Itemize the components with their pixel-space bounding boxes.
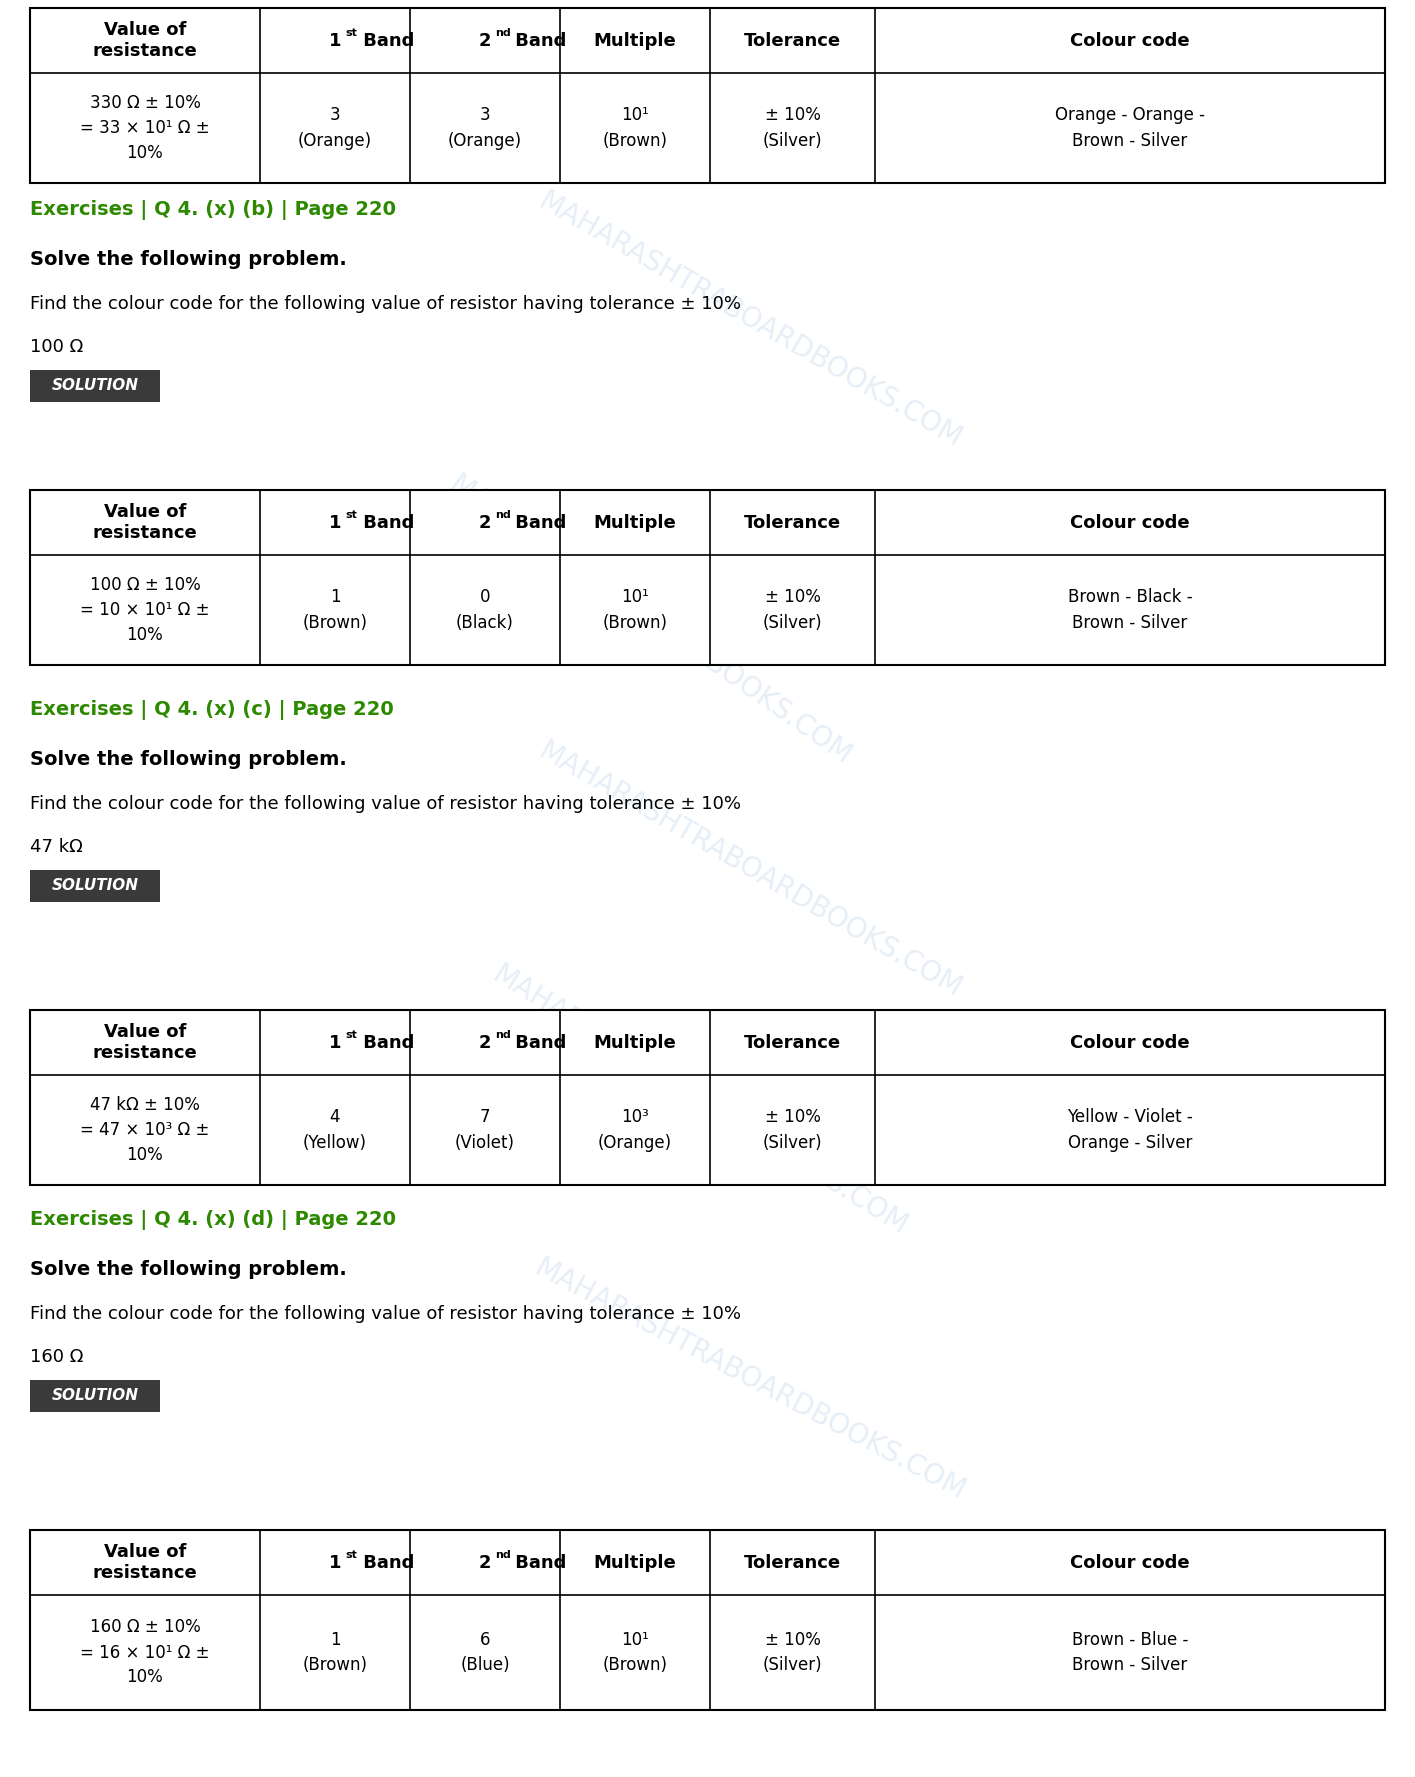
Text: 7
(Violet): 7 (Violet) [456,1109,515,1151]
Text: 1: 1 [328,1034,341,1052]
Bar [30,9,1385,183]
Text: Find the colour code for the following value of resistor having tolerance ± 10%: Find the colour code for the following v… [30,295,741,313]
Text: st: st [345,1551,357,1560]
Text: Multiple: Multiple [594,32,676,50]
Text: Colour code: Colour code [1070,32,1190,50]
Text: nd: nd [495,510,511,521]
Text: Band: Band [509,514,566,531]
Text: Find the colour code for the following value of resistor having tolerance ± 10%: Find the colour code for the following v… [30,794,741,814]
Bar [30,1530,1385,1709]
Text: Colour code: Colour code [1070,514,1190,531]
Text: ± 10%
(Silver): ± 10% (Silver) [763,588,822,631]
Text: st: st [345,1031,357,1041]
Text: Orange - Orange -
Brown - Silver: Orange - Orange - Brown - Silver [1056,107,1206,149]
Text: Value of
resistance: Value of resistance [92,1542,197,1582]
Text: Tolerance: Tolerance [744,1553,841,1571]
Text: SOLUTION: SOLUTION [51,379,139,393]
Text: Band: Band [509,1553,566,1571]
Text: st: st [345,510,357,521]
Bar [30,370,160,402]
Text: 1: 1 [328,1553,341,1571]
Text: 2: 2 [478,32,491,50]
Text: 1: 1 [328,32,341,50]
Text: ± 10%
(Silver): ± 10% (Silver) [763,1631,822,1674]
Text: Find the colour code for the following value of resistor having tolerance ± 10%: Find the colour code for the following v… [30,1304,741,1324]
Text: nd: nd [495,1031,511,1041]
Text: Tolerance: Tolerance [744,514,841,531]
Text: 1
(Brown): 1 (Brown) [303,588,368,631]
Text: nd: nd [495,1551,511,1560]
Text: 1: 1 [328,514,341,531]
Text: Multiple: Multiple [594,514,676,531]
Text: 6
(Blue): 6 (Blue) [460,1631,509,1674]
Text: 3
(Orange): 3 (Orange) [449,107,522,149]
Text: 10¹
(Brown): 10¹ (Brown) [603,107,668,149]
Bar [30,490,1385,665]
Text: Band: Band [509,1034,566,1052]
Text: 10¹
(Brown): 10¹ (Brown) [603,588,668,631]
Text: Solve the following problem.: Solve the following problem. [30,251,347,268]
Text: st: st [345,28,357,39]
Text: 160 Ω: 160 Ω [30,1349,83,1367]
Text: 100 Ω ± 10%
= 10 × 10¹ Ω ±
10%: 100 Ω ± 10% = 10 × 10¹ Ω ± 10% [81,576,209,643]
Text: 2: 2 [478,1034,491,1052]
Text: ± 10%
(Silver): ± 10% (Silver) [763,1109,822,1151]
Text: 10¹
(Brown): 10¹ (Brown) [603,1631,668,1674]
Text: 10³
(Orange): 10³ (Orange) [599,1109,672,1151]
Text: SOLUTION: SOLUTION [51,878,139,894]
Text: 47 kΩ: 47 kΩ [30,839,82,857]
Text: 4
(Yellow): 4 (Yellow) [303,1109,366,1151]
Text: 3
(Orange): 3 (Orange) [299,107,372,149]
Bar [30,871,160,903]
Text: Band: Band [509,32,566,50]
Bar [30,1009,1385,1185]
Text: 330 Ω ± 10%
= 33 × 10¹ Ω ±
10%: 330 Ω ± 10% = 33 × 10¹ Ω ± 10% [81,94,209,162]
Text: 1
(Brown): 1 (Brown) [303,1631,368,1674]
Text: nd: nd [495,28,511,39]
Text: 0
(Black): 0 (Black) [456,588,514,631]
Text: ± 10%
(Silver): ± 10% (Silver) [763,107,822,149]
Text: MAHARASHTRABOARDBOOKS.COM: MAHARASHTRABOARDBOOKS.COM [444,469,856,769]
Text: MAHARASHTRABOARDBOOKS.COM: MAHARASHTRABOARDBOOKS.COM [529,1255,971,1505]
Text: Exercises | Q 4. (x) (d) | Page 220: Exercises | Q 4. (x) (d) | Page 220 [30,1210,396,1230]
Text: Brown - Blue -
Brown - Silver: Brown - Blue - Brown - Silver [1071,1631,1189,1674]
Text: 2: 2 [478,1553,491,1571]
Bar [30,1381,160,1413]
Text: 47 kΩ ± 10%
= 47 × 10³ Ω ±
10%: 47 kΩ ± 10% = 47 × 10³ Ω ± 10% [81,1096,209,1164]
Text: Value of
resistance: Value of resistance [92,1024,197,1063]
Text: 100 Ω: 100 Ω [30,338,83,355]
Text: Tolerance: Tolerance [744,1034,841,1052]
Text: Brown - Black -
Brown - Silver: Brown - Black - Brown - Silver [1068,588,1193,631]
Text: Solve the following problem.: Solve the following problem. [30,1260,347,1279]
Text: Colour code: Colour code [1070,1034,1190,1052]
Text: Exercises | Q 4. (x) (c) | Page 220: Exercises | Q 4. (x) (c) | Page 220 [30,700,393,720]
Text: Solve the following problem.: Solve the following problem. [30,750,347,769]
Text: Band: Band [357,32,415,50]
Text: Value of
resistance: Value of resistance [92,21,197,60]
Text: Exercises | Q 4. (x) (b) | Page 220: Exercises | Q 4. (x) (b) | Page 220 [30,201,396,220]
Text: Band: Band [357,1553,415,1571]
Text: Band: Band [357,514,415,531]
Text: MAHARASHTRABOARDBOOKS.COM: MAHARASHTRABOARDBOOKS.COM [533,737,966,1004]
Text: Band: Band [357,1034,415,1052]
Text: Tolerance: Tolerance [744,32,841,50]
Text: Multiple: Multiple [594,1553,676,1571]
Text: SOLUTION: SOLUTION [51,1388,139,1404]
Text: MAHARASHTRABOARDBOOKS.COM: MAHARASHTRABOARDBOOKS.COM [533,187,966,453]
Text: Colour code: Colour code [1070,1553,1190,1571]
Text: 160 Ω ± 10%
= 16 × 10¹ Ω ±
10%: 160 Ω ± 10% = 16 × 10¹ Ω ± 10% [81,1619,209,1686]
Text: Multiple: Multiple [594,1034,676,1052]
Text: 2: 2 [478,514,491,531]
Text: Value of
resistance: Value of resistance [92,503,197,542]
Text: MAHARASHTRABOARDBOOKS.COM: MAHARASHTRABOARDBOOKS.COM [487,960,913,1240]
Text: Yellow - Violet -
Orange - Silver: Yellow - Violet - Orange - Silver [1067,1109,1193,1151]
